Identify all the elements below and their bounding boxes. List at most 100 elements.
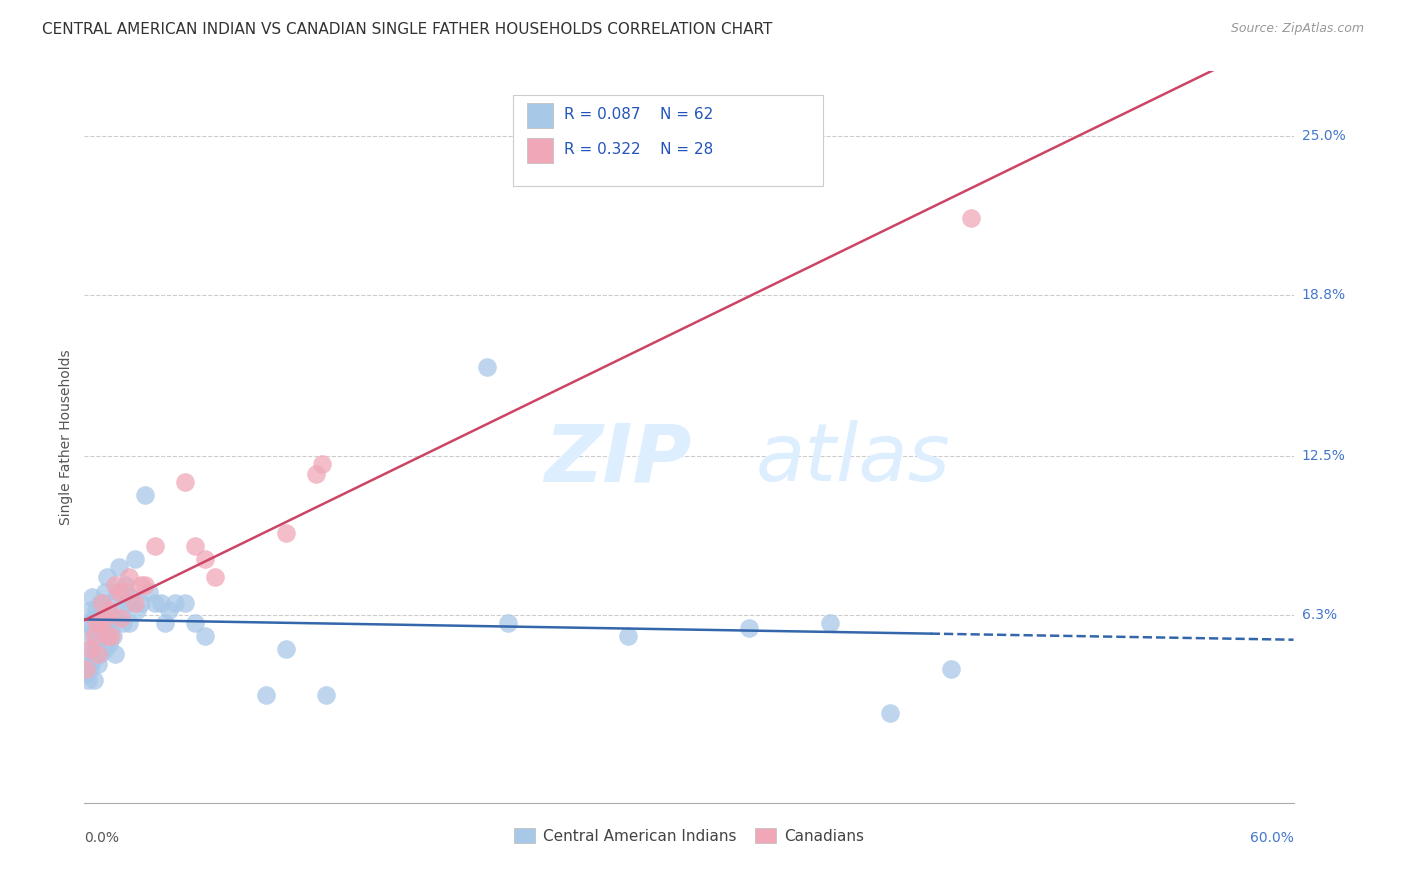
Point xyxy=(311,457,333,471)
Text: R = 0.087    N = 62: R = 0.087 N = 62 xyxy=(564,107,713,121)
Point xyxy=(100,629,122,643)
Point xyxy=(97,603,120,617)
Point xyxy=(89,616,111,631)
Point xyxy=(124,596,146,610)
Point xyxy=(305,467,328,482)
Point xyxy=(91,603,114,617)
Point xyxy=(105,585,128,599)
Point xyxy=(75,629,97,643)
Point xyxy=(194,629,217,643)
Point xyxy=(274,641,297,656)
Point xyxy=(91,629,114,643)
Point xyxy=(83,673,105,687)
Point xyxy=(738,621,761,635)
Text: 25.0%: 25.0% xyxy=(1302,128,1346,143)
Point xyxy=(104,577,127,591)
Point xyxy=(118,616,141,631)
Text: 6.3%: 6.3% xyxy=(1302,608,1337,623)
Point xyxy=(120,591,142,605)
Text: CENTRAL AMERICAN INDIAN VS CANADIAN SINGLE FATHER HOUSEHOLDS CORRELATION CHART: CENTRAL AMERICAN INDIAN VS CANADIAN SING… xyxy=(42,22,772,37)
Point xyxy=(86,616,108,631)
Text: ZIP: ZIP xyxy=(544,420,692,498)
Point xyxy=(87,616,110,631)
Point xyxy=(617,629,640,643)
Point xyxy=(939,662,962,676)
Point xyxy=(86,637,108,651)
Point xyxy=(75,662,97,676)
Point xyxy=(110,611,132,625)
Point xyxy=(879,706,901,720)
Point xyxy=(149,596,172,610)
Point xyxy=(87,647,110,661)
Point xyxy=(134,488,156,502)
Point xyxy=(115,596,138,610)
Point xyxy=(104,611,127,625)
Point xyxy=(496,616,519,631)
Point xyxy=(114,577,136,591)
Text: atlas: atlas xyxy=(755,420,950,498)
Point xyxy=(83,647,105,661)
Text: 0.0%: 0.0% xyxy=(84,830,120,845)
Point xyxy=(157,603,180,617)
Point xyxy=(82,591,104,605)
Point xyxy=(118,570,141,584)
Point xyxy=(89,647,111,661)
Point xyxy=(93,641,115,656)
Point xyxy=(96,621,118,635)
Point xyxy=(129,577,152,591)
Y-axis label: Single Father Households: Single Father Households xyxy=(59,350,73,524)
Point xyxy=(100,621,122,635)
Point xyxy=(174,475,197,489)
Point xyxy=(104,647,127,661)
Point xyxy=(86,603,108,617)
Point xyxy=(477,359,499,374)
Point xyxy=(107,585,129,599)
Point xyxy=(153,616,176,631)
Point xyxy=(96,570,118,584)
Point xyxy=(138,585,160,599)
Point xyxy=(129,596,152,610)
Point xyxy=(96,629,118,643)
Point xyxy=(274,526,297,541)
Point xyxy=(143,539,166,553)
Point xyxy=(818,616,841,631)
Point xyxy=(97,637,120,651)
Point xyxy=(194,552,217,566)
Point xyxy=(83,629,105,643)
Point xyxy=(77,647,100,661)
Point xyxy=(79,641,101,656)
Point xyxy=(125,603,148,617)
Point xyxy=(93,585,115,599)
Text: R = 0.322    N = 28: R = 0.322 N = 28 xyxy=(564,143,713,157)
Text: 18.8%: 18.8% xyxy=(1302,287,1346,301)
Point xyxy=(315,688,337,702)
Point xyxy=(89,596,111,610)
Point xyxy=(114,585,136,599)
Point xyxy=(97,596,120,610)
Point xyxy=(93,611,115,625)
Point xyxy=(204,570,226,584)
Point xyxy=(254,688,277,702)
Point xyxy=(110,603,132,617)
Point xyxy=(83,611,105,625)
Point xyxy=(111,616,134,631)
Point xyxy=(79,603,101,617)
Point xyxy=(77,673,100,687)
Point xyxy=(87,657,110,672)
Point xyxy=(143,596,166,610)
Point xyxy=(124,552,146,566)
Point xyxy=(184,616,207,631)
Point xyxy=(77,616,100,631)
Text: 12.5%: 12.5% xyxy=(1302,450,1346,463)
Point xyxy=(184,539,207,553)
Point xyxy=(79,662,101,676)
Text: 60.0%: 60.0% xyxy=(1250,830,1294,845)
Point xyxy=(101,629,124,643)
Point xyxy=(75,667,97,681)
Point xyxy=(82,655,104,669)
Point xyxy=(82,621,104,635)
Legend: Central American Indians, Canadians: Central American Indians, Canadians xyxy=(508,822,870,850)
Point xyxy=(165,596,187,610)
Point xyxy=(960,211,983,225)
Point xyxy=(107,559,129,574)
